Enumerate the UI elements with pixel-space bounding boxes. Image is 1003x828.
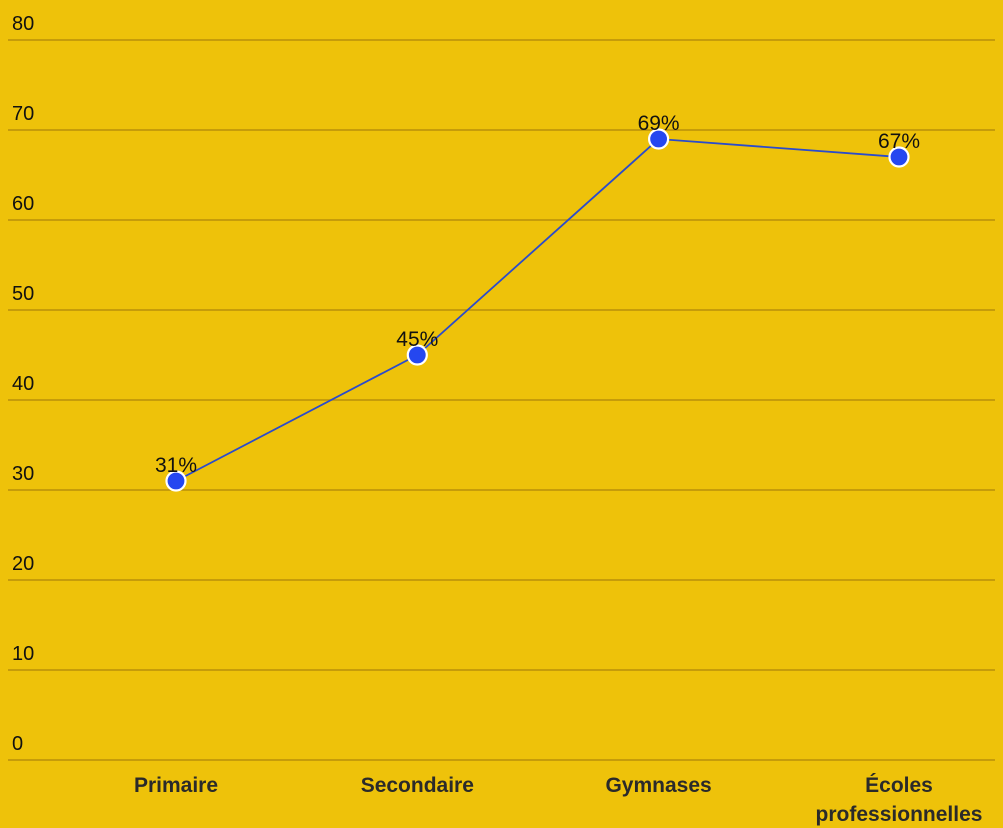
data-label-2: 69% [638,112,680,135]
data-label-3: 67% [878,130,920,153]
y-tick-label-80: 80 [12,13,34,35]
data-point-2 [647,128,670,150]
y-tick-label-30: 30 [12,463,34,485]
y-tick-label-0: 0 [12,733,23,755]
data-point-0 [165,470,187,492]
y-tick-label-70: 70 [12,103,34,125]
x-category-label-2: Gymnases [605,774,711,797]
x-axis-category-labels: Primaire Secondaire Gymnases Écoles professi… [134,774,982,826]
series-line-group [175,138,900,482]
x-category-label-0: Primaire [134,774,218,797]
gridlines [8,39,995,761]
x-category-label-3-line-1: professionnelles [816,803,983,826]
y-tick-label-20: 20 [12,553,34,575]
data-point-3 [888,146,910,168]
y-tick-label-60: 60 [12,193,34,215]
x-category-label-3-line-0: Écoles [865,774,933,797]
y-tick-label-10: 10 [12,643,34,665]
series-line [175,138,900,482]
data-points [165,128,910,492]
y-tick-label-50: 50 [12,283,34,305]
data-label-1: 45% [396,328,438,351]
y-tick-label-40: 40 [12,373,34,395]
data-label-0: 31% [155,454,197,477]
data-labels: 31% 45% 69% 67% [155,112,920,477]
x-category-label-1: Secondaire [361,774,474,797]
y-axis-tick-labels: 0 10 20 30 40 50 60 70 80 [12,13,34,755]
data-point-1 [406,344,428,366]
